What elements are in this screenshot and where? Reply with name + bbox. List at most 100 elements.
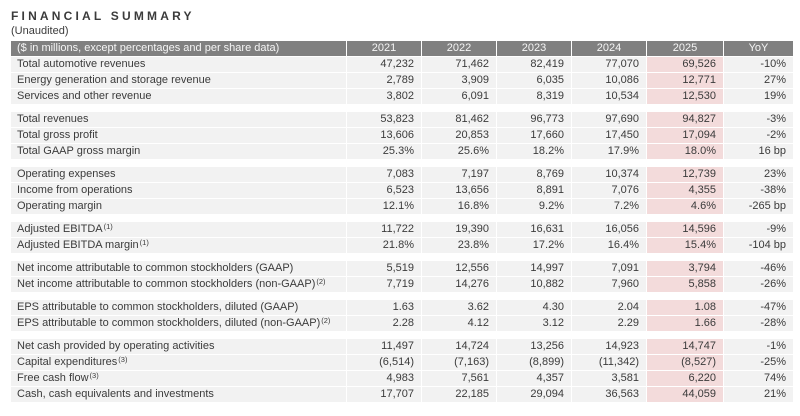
footnote-marker: (2) [316, 277, 326, 286]
table-header-caption: ($ in millions, except percentages and p… [11, 41, 346, 56]
cell-2025: (8,527) [647, 355, 723, 370]
cell-2024: 7,091 [572, 261, 646, 276]
row-label: Income from operations [11, 183, 346, 198]
unaudited-note: (Unaudited) [11, 25, 69, 37]
cell-2025: 69,526 [647, 57, 723, 72]
table-row: Total gross profit 13,606 20,853 17,660 17,4… [11, 128, 793, 143]
cell-2024: 14,923 [572, 339, 646, 354]
cell-2024: 2.29 [572, 316, 646, 331]
cell-2022: 7,197 [422, 167, 496, 182]
cell-2022: 25.6% [422, 144, 496, 159]
table-row: Adjusted EBITDA(1) 11,722 19,390 16,631 16,0… [11, 222, 793, 237]
footnote-marker: (1) [139, 238, 149, 247]
cell-2024: 10,534 [572, 89, 646, 104]
cell-2021: 53,823 [347, 112, 421, 127]
row-label: Net cash provided by operating activitie… [11, 339, 346, 354]
cell-2023: 14,997 [497, 261, 571, 276]
row-label: Services and other revenue [11, 89, 346, 104]
table-row: Net income attributable to common stockh… [11, 261, 793, 276]
cell-2022: 6,091 [422, 89, 496, 104]
table-row: Net income attributable to common stockh… [11, 277, 793, 292]
cell-yoy: -46% [724, 261, 793, 276]
cell-2022: 16.8% [422, 199, 496, 214]
cell-yoy: 23% [724, 167, 793, 182]
cell-yoy: 27% [724, 73, 793, 88]
row-label: Operating expenses [11, 167, 346, 182]
cell-2024: 77,070 [572, 57, 646, 72]
cell-2021: 3,802 [347, 89, 421, 104]
cell-2025: 1.08 [647, 300, 723, 315]
cell-2025: 3,794 [647, 261, 723, 276]
cell-2022: 7,561 [422, 371, 496, 386]
cell-yoy: 19% [724, 89, 793, 104]
cell-2024: 7,076 [572, 183, 646, 198]
table-section: Net income attributable to common stockh… [11, 261, 793, 292]
cell-2024: 10,374 [572, 167, 646, 182]
cell-2021: 5,519 [347, 261, 421, 276]
financial-summary-page: FINANCIAL SUMMARY (Unaudited) ($ in mill… [11, 9, 793, 402]
cell-yoy: 16 bp [724, 144, 793, 159]
cell-2022: 22,185 [422, 387, 496, 402]
column-header-2024: 2024 [572, 41, 646, 56]
row-label: Adjusted EBITDA(1) [11, 222, 346, 237]
cell-2023: (8,899) [497, 355, 571, 370]
cell-2023: 16,631 [497, 222, 571, 237]
row-label: Total gross profit [11, 128, 346, 143]
cell-2021: 11,497 [347, 339, 421, 354]
table-row: Free cash flow(3) 4,983 7,561 4,357 3,581 6,2… [11, 371, 793, 386]
cell-2025: 6,220 [647, 371, 723, 386]
cell-2025: 5,858 [647, 277, 723, 292]
cell-2021: 47,232 [347, 57, 421, 72]
cell-yoy: -104 bp [724, 238, 793, 253]
cell-2023: 8,891 [497, 183, 571, 198]
row-label: Total revenues [11, 112, 346, 127]
column-header-yoy: YoY [724, 41, 793, 56]
cell-2021: 1.63 [347, 300, 421, 315]
row-label: Net income attributable to common stockh… [11, 261, 346, 276]
cell-2023: 8,319 [497, 89, 571, 104]
row-label: EPS attributable to common stockholders,… [11, 316, 346, 331]
cell-2024: 17.9% [572, 144, 646, 159]
table-row: Total automotive revenues 47,232 71,462 82,… [11, 57, 793, 72]
cell-2021: 21.8% [347, 238, 421, 253]
cell-yoy: -2% [724, 128, 793, 143]
row-label: Total GAAP gross margin [11, 144, 346, 159]
row-label: Net income attributable to common stockh… [11, 277, 346, 292]
row-label: Operating margin [11, 199, 346, 214]
cell-2025: 14,747 [647, 339, 723, 354]
cell-yoy: -47% [724, 300, 793, 315]
cell-2023: 4.30 [497, 300, 571, 315]
cell-2024: 2.04 [572, 300, 646, 315]
cell-yoy: -3% [724, 112, 793, 127]
column-header-2021: 2021 [347, 41, 421, 56]
cell-2025: 12,739 [647, 167, 723, 182]
cell-yoy: -10% [724, 57, 793, 72]
cell-2023: 3.12 [497, 316, 571, 331]
cell-2022: 12,556 [422, 261, 496, 276]
footnote-marker: (3) [89, 371, 99, 380]
cell-2023: 4,357 [497, 371, 571, 386]
cell-2021: 11,722 [347, 222, 421, 237]
cell-2025: 1.66 [647, 316, 723, 331]
table-row: Operating expenses 7,083 7,197 8,769 10,374 1… [11, 167, 793, 182]
table-row: Services and other revenue 3,802 6,091 8,31… [11, 89, 793, 104]
cell-2021: 4,983 [347, 371, 421, 386]
cell-2024: (11,342) [572, 355, 646, 370]
footnote-marker: (3) [118, 355, 128, 364]
footnote-marker: (2) [321, 316, 331, 325]
cell-2023: 6,035 [497, 73, 571, 88]
cell-yoy: -9% [724, 222, 793, 237]
table-section: Adjusted EBITDA(1) 11,722 19,390 16,631 16,0… [11, 222, 793, 253]
cell-2022: 81,462 [422, 112, 496, 127]
cell-yoy: -265 bp [724, 199, 793, 214]
table-row: EPS attributable to common stockholders,… [11, 316, 793, 331]
table-row: Adjusted EBITDA margin(1) 21.8% 23.8% 17.2%… [11, 238, 793, 253]
cell-yoy: -28% [724, 316, 793, 331]
row-label: Adjusted EBITDA margin(1) [11, 238, 346, 253]
cell-2024: 16.4% [572, 238, 646, 253]
table-section: Total revenues 53,823 81,462 96,773 97,690 94… [11, 112, 793, 159]
table-row: Operating margin 12.1% 16.8% 9.2% 7.2% 4.6% -2… [11, 199, 793, 214]
column-header-2023: 2023 [497, 41, 571, 56]
row-label: Free cash flow(3) [11, 371, 346, 386]
cell-2023: 13,256 [497, 339, 571, 354]
